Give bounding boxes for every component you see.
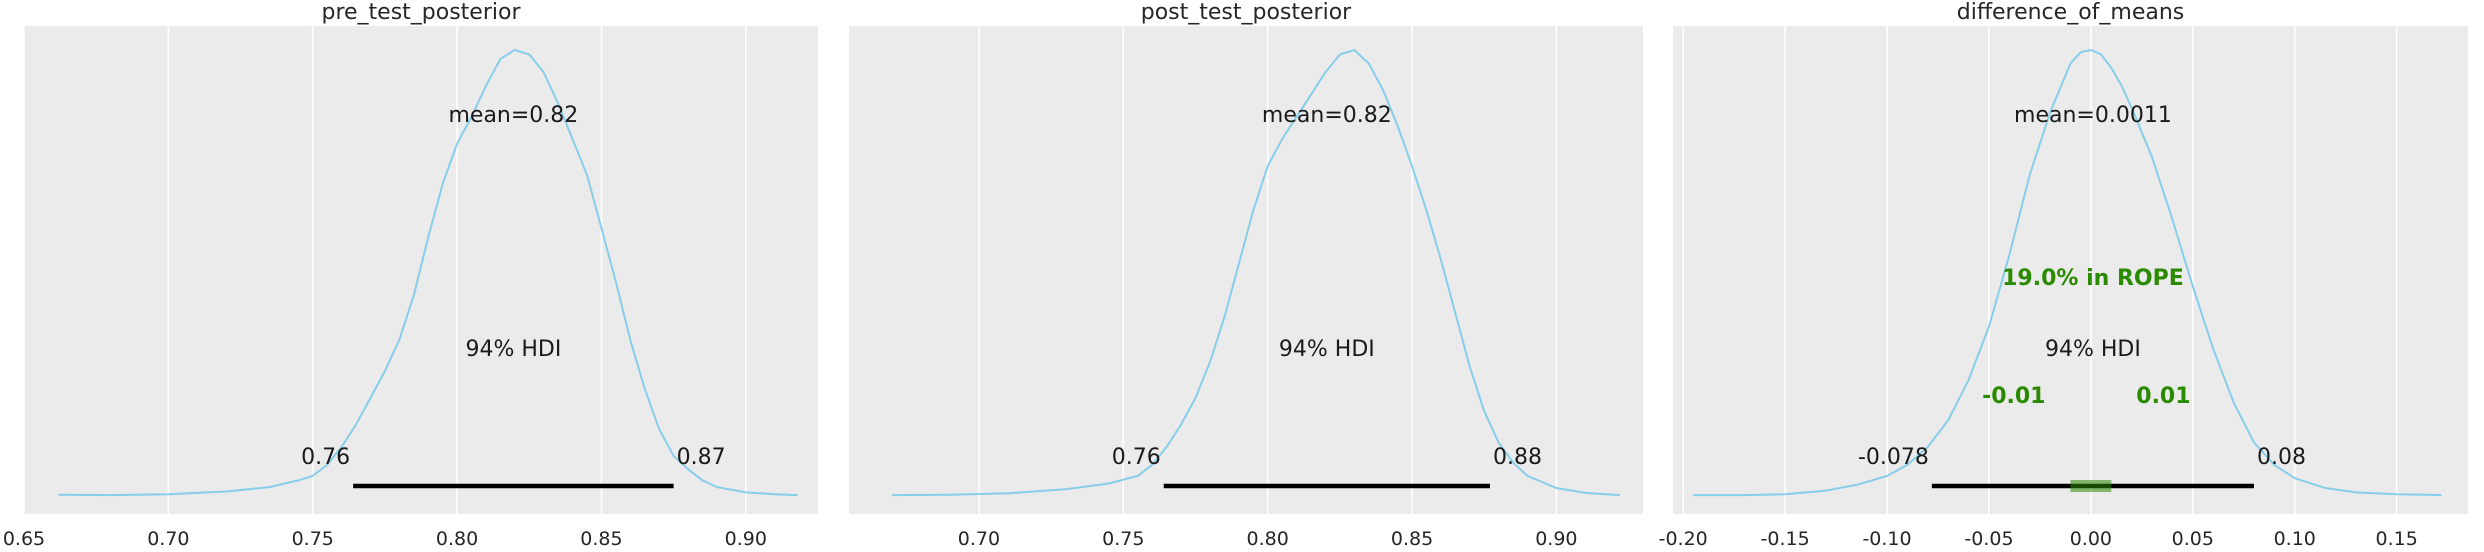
mean-label: mean=0.82 <box>448 103 578 128</box>
chart-title: difference_of_means <box>1957 0 2185 25</box>
x-tick-label: 0.75 <box>292 528 334 550</box>
x-tick-label: -0.05 <box>1964 528 2013 550</box>
hdi-low-label: 0.76 <box>1112 445 1161 470</box>
hdi-low-label: -0.078 <box>1858 445 1929 470</box>
chart-title: pre_test_posterior <box>321 0 521 25</box>
x-tick-label: -0.20 <box>1659 528 1708 550</box>
mean-label: mean=0.0011 <box>2014 103 2172 128</box>
plot-area <box>1673 26 2468 514</box>
x-tick-label: 0.85 <box>580 528 622 550</box>
rope-band <box>2070 480 2112 492</box>
rope-low-label: -0.01 <box>1982 384 2045 409</box>
x-tick-label: 0.75 <box>1102 528 1144 550</box>
x-tick-label: 0.15 <box>2375 528 2417 550</box>
plot-area <box>849 26 1643 514</box>
x-tick-label: 0.10 <box>2274 528 2316 550</box>
hdi-label: 94% HDI <box>1279 337 1375 362</box>
kde-line <box>892 48 1620 497</box>
hdi-low-label: 0.76 <box>301 445 350 470</box>
rope-label: 19.0% in ROPE <box>2002 266 2184 291</box>
hdi-label: 94% HDI <box>465 337 561 362</box>
x-tick-label: 0.70 <box>147 528 189 550</box>
x-tick-label: 0.70 <box>958 528 1000 550</box>
mean-label: mean=0.82 <box>1262 103 1392 128</box>
chart-title: post_test_posterior <box>1141 0 1352 25</box>
rope-high-label: 0.01 <box>2136 384 2190 409</box>
x-tick-label: 0.90 <box>1535 528 1577 550</box>
x-tick-label: 0.65 <box>3 528 45 550</box>
hdi-high-label: 0.08 <box>2257 445 2306 470</box>
x-tick-label: -0.10 <box>1862 528 1911 550</box>
hdi-high-label: 0.87 <box>677 445 726 470</box>
hdi-high-label: 0.88 <box>1493 445 1542 470</box>
x-tick-label: 0.80 <box>1246 528 1288 550</box>
panel-post-test-posterior: 0.70 0.75 0.80 0.85 0.90 post_test_posterior 0… <box>849 0 1643 550</box>
x-tick-label: 0.05 <box>2172 528 2214 550</box>
x-tick-label: -0.15 <box>1761 528 1810 550</box>
panel-difference-of-means: -0.20 -0.15 -0.10 -0.05 0.00 0.05 0.10 0.15 diff… <box>1659 0 2468 550</box>
hdi-label: 94% HDI <box>2045 337 2141 362</box>
panel-pre-test-posterior: 0.65 0.70 0.75 0.80 0.85 0.90 pre_test_posteri… <box>3 0 818 550</box>
x-tick-label: 0.80 <box>436 528 478 550</box>
kde-line <box>58 48 798 497</box>
x-tick-label: 0.90 <box>725 528 767 550</box>
kde-line <box>1693 48 2442 497</box>
x-tick-label: 0.00 <box>2070 528 2112 550</box>
x-tick-label: 0.85 <box>1391 528 1433 550</box>
